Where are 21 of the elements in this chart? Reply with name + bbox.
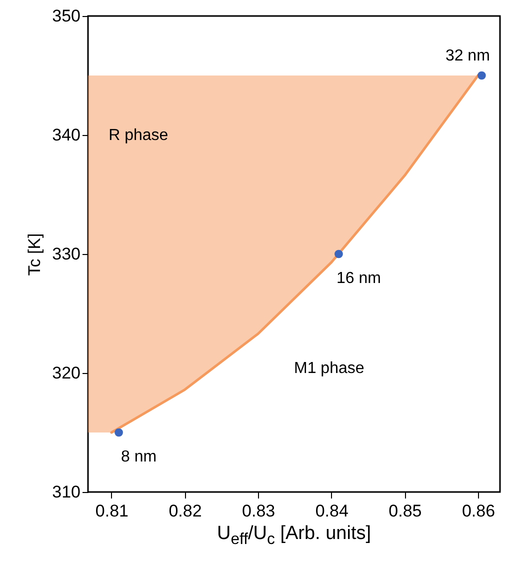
y-tick-label: 310 [52, 482, 80, 502]
y-tick-label: 330 [52, 244, 80, 264]
annotation: 16 nm [336, 270, 381, 287]
y-tick-label: 350 [52, 6, 80, 26]
point [114, 428, 123, 437]
annotation: M1 phase [294, 360, 364, 378]
x-tick-label: 0.82 [168, 502, 202, 520]
x-tick-label: 0.85 [388, 502, 422, 520]
x-tick-label: 0.86 [462, 502, 496, 520]
annotation: 8 nm [121, 448, 157, 466]
x-tick-label: 0.81 [95, 502, 129, 520]
annotation: 32 nm [445, 48, 490, 64]
x-tick-label: 0.83 [242, 502, 276, 520]
y-tick-label: 320 [52, 364, 80, 382]
point [477, 71, 486, 80]
x-axis-title: U$_{eff}$/U$_{c}$ [Arb. units] [216, 522, 372, 550]
point [334, 250, 343, 258]
x-tick-label: 0.84 [315, 502, 348, 520]
annotation: R phase [108, 127, 168, 144]
y-axis-title: Tc [K] [25, 233, 44, 276]
y-tick-label: 340 [52, 126, 80, 144]
